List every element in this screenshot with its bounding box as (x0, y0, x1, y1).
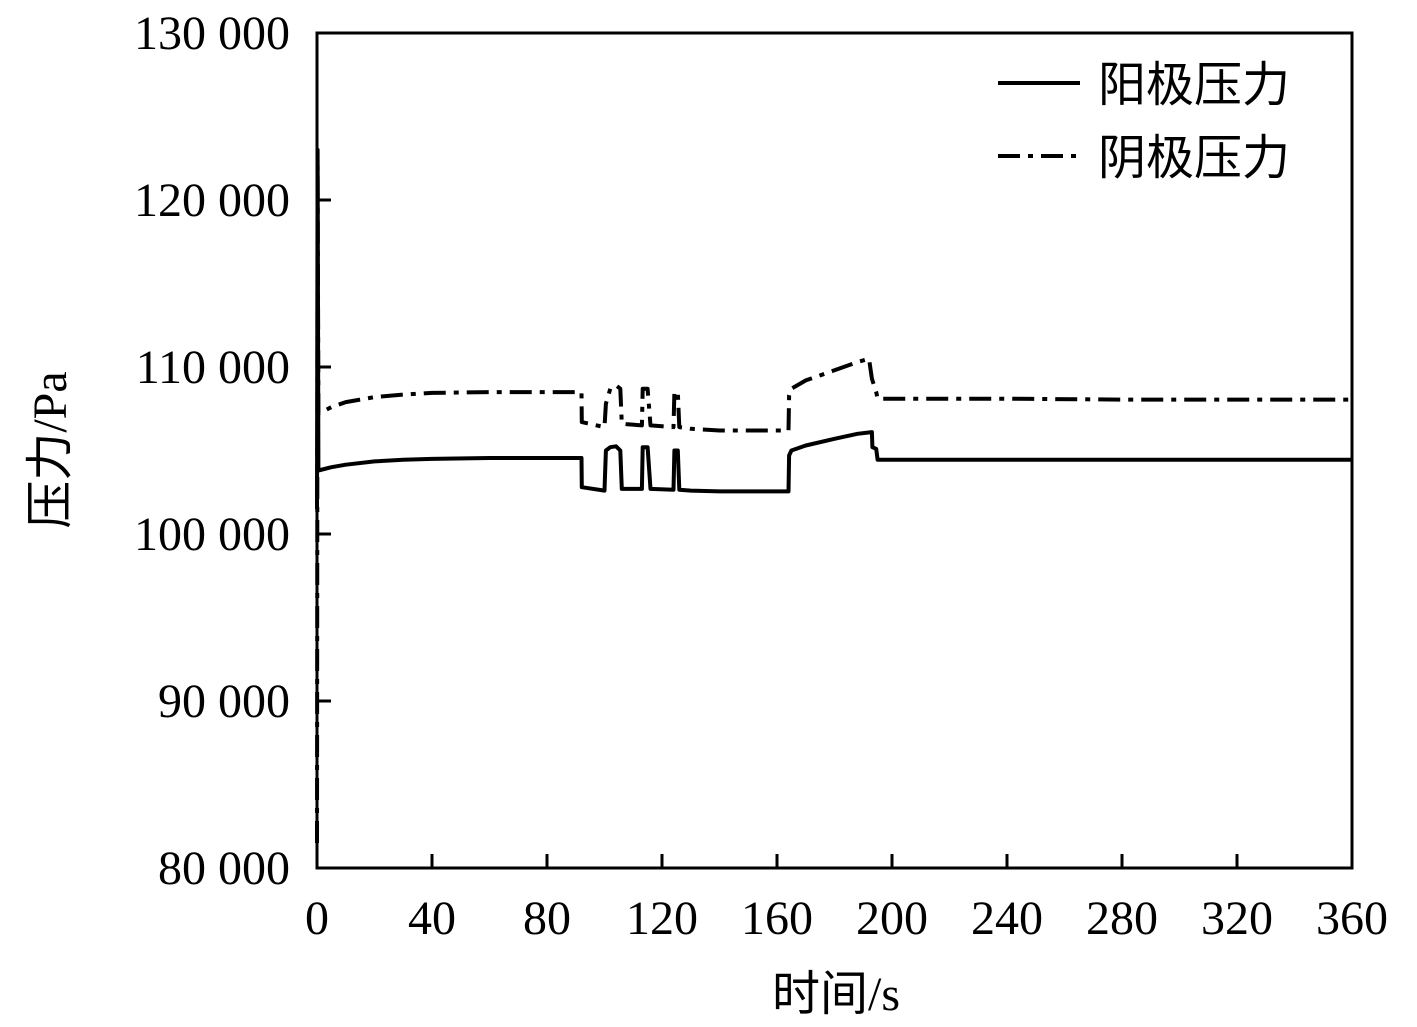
x-axis-title: 时间/s (772, 968, 900, 1021)
y-tick-label: 120 000 (134, 174, 290, 227)
plot-frame (315, 31, 1354, 870)
x-tick-label: 120 (626, 892, 698, 945)
x-tick-label: 80 (523, 892, 571, 945)
y-tick-label: 130 000 (134, 7, 290, 60)
y-axis-ticks: 80 000 90 000 100 000 110 000 120 000 130 000 (134, 7, 331, 895)
series-line-cathode-pressure (315, 164, 1352, 844)
legend: 阳极压力 阴极压力 (998, 59, 1290, 185)
x-tick-label: 40 (408, 892, 456, 945)
y-tick-label: 100 000 (134, 508, 290, 561)
x-tick-label: 200 (856, 892, 928, 945)
series-line-anode-pressure (315, 147, 1352, 509)
y-tick-label: 90 000 (158, 675, 290, 728)
x-tick-label: 280 (1086, 892, 1158, 945)
y-axis-title: 压力/Pa (24, 371, 77, 528)
legend-label-anode-pressure: 阳极压力 (1098, 59, 1290, 112)
x-axis-ticks: 0 40 80 120 160 200 240 280 320 360 (305, 854, 1388, 945)
x-tick-label: 320 (1201, 892, 1273, 945)
x-tick-label: 0 (305, 892, 329, 945)
x-tick-label: 240 (971, 892, 1043, 945)
legend-label-cathode-pressure: 阴极压力 (1098, 132, 1290, 185)
y-tick-label: 80 000 (158, 842, 290, 895)
series-layer (315, 147, 1352, 844)
x-tick-label: 360 (1316, 892, 1388, 945)
x-tick-label: 160 (741, 892, 813, 945)
y-tick-label: 110 000 (136, 341, 290, 394)
